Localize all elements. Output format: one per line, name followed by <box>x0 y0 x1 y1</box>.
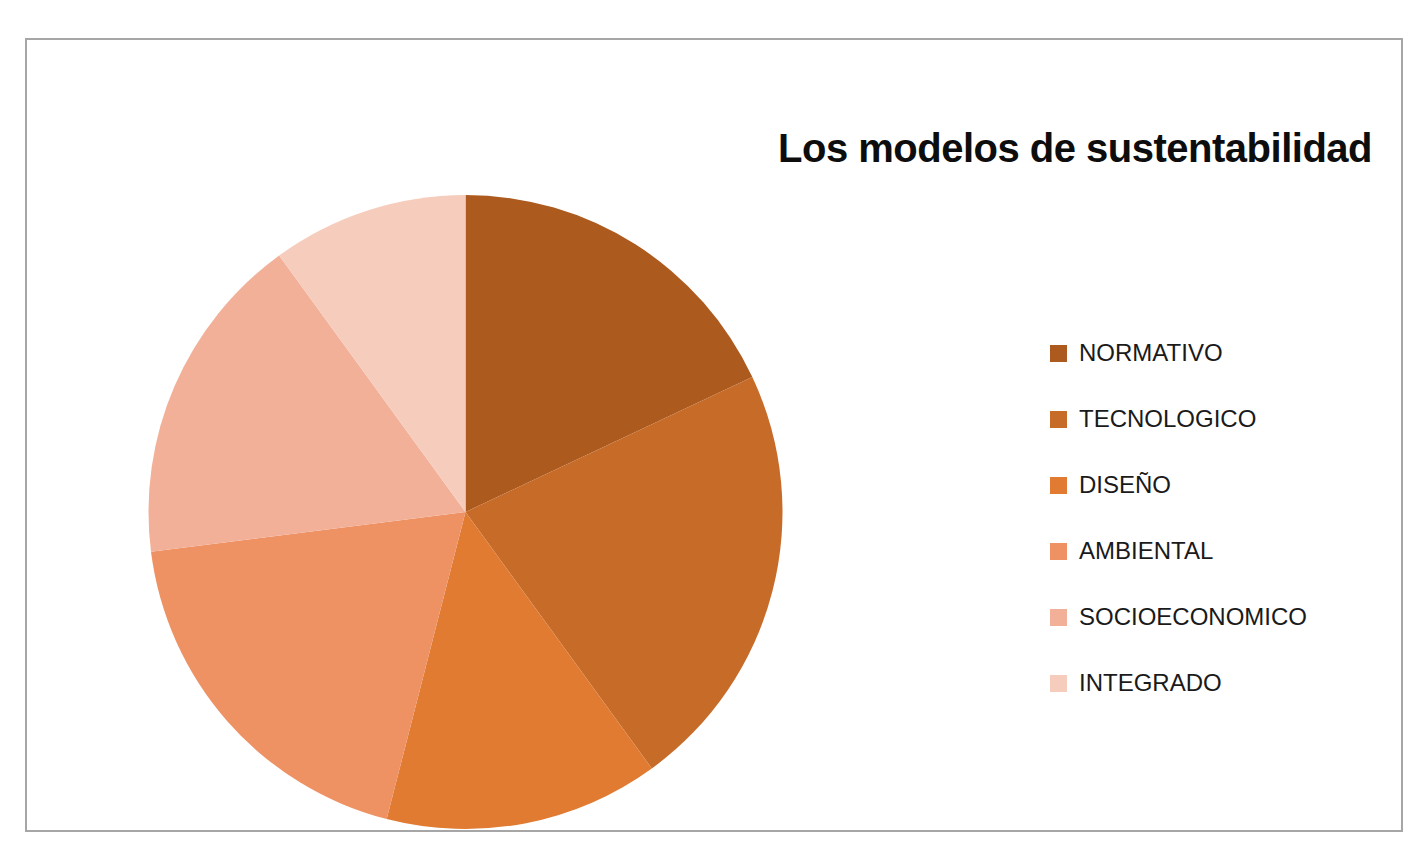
legend-item-socioeconomico: SOCIOECONOMICO <box>1050 584 1307 650</box>
chart-plot-area-frame: Los modelos de sustentabilidad NORMATIVO… <box>25 38 1403 832</box>
legend-item-integrado: INTEGRADO <box>1050 650 1307 716</box>
chart-title: Los modelos de sustentabilidad <box>778 126 1372 171</box>
legend-swatch-icon <box>1050 543 1067 560</box>
legend-swatch-icon <box>1050 609 1067 626</box>
legend-label: TECNOLOGICO <box>1079 405 1256 433</box>
legend-item-tecnologico: TECNOLOGICO <box>1050 386 1307 452</box>
legend-label: AMBIENTAL <box>1079 537 1213 565</box>
legend-item-normativo: NORMATIVO <box>1050 320 1307 386</box>
pie-chart <box>148 194 784 830</box>
legend-swatch-icon <box>1050 345 1067 362</box>
legend-swatch-icon <box>1050 411 1067 428</box>
legend-label: SOCIOECONOMICO <box>1079 603 1307 631</box>
legend-swatch-icon <box>1050 477 1067 494</box>
legend-swatch-icon <box>1050 675 1067 692</box>
legend-label: DISEÑO <box>1079 471 1171 499</box>
chart-legend: NORMATIVO TECNOLOGICO DISEÑO AMBIENTAL S… <box>1050 320 1307 716</box>
legend-item-ambiental: AMBIENTAL <box>1050 518 1307 584</box>
legend-item-diseno: DISEÑO <box>1050 452 1307 518</box>
legend-label: INTEGRADO <box>1079 669 1222 697</box>
chart-canvas: Los modelos de sustentabilidad NORMATIVO… <box>0 0 1425 849</box>
legend-label: NORMATIVO <box>1079 339 1223 367</box>
